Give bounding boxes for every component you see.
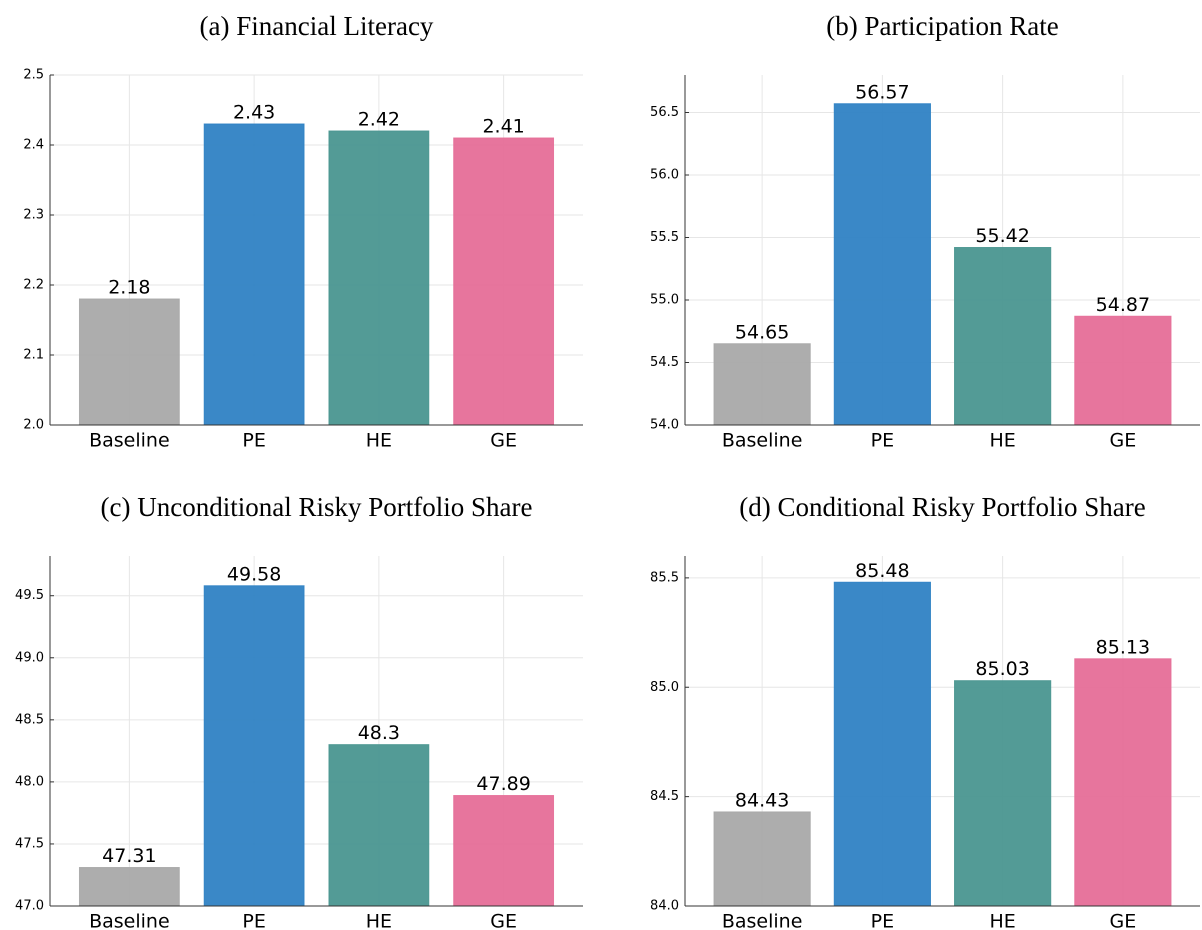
x-tick-label: GE [1110,430,1137,452]
x-tick-label: Baseline [89,430,170,452]
value-label: 2.41 [482,116,524,138]
bar [453,137,555,426]
y-tick-label: 54.0 [650,418,679,433]
x-tick-label: PE [242,911,265,930]
bar [833,103,931,426]
x-tick-label: Baseline [722,911,803,930]
y-tick-label: 55.0 [650,293,679,308]
bar [954,247,1052,426]
y-tick-label: 2.5 [23,68,44,83]
y-tick-label: 2.2 [23,278,44,293]
bar [713,343,811,426]
value-label: 85.48 [855,560,909,582]
x-tick-label: GE [490,430,517,452]
bar [203,123,305,426]
y-tick-label: 84.5 [650,789,679,804]
value-label: 2.43 [233,102,275,124]
x-tick-label: HE [989,911,1015,930]
x-tick-label: Baseline [722,430,803,452]
chart-title: (c) Unconditional Risky Portfolio Share [101,492,533,522]
x-tick-label: GE [490,911,517,930]
value-label: 55.42 [975,225,1029,247]
value-label: 84.43 [735,789,789,811]
y-tick-label: 2.1 [23,348,44,363]
bar [453,795,555,907]
bar [78,298,180,426]
value-label: 85.03 [975,658,1029,680]
bar [713,811,811,907]
chart-title: (d) Conditional Risky Portfolio Share [739,492,1145,522]
value-label: 47.31 [102,845,156,867]
bar [1074,315,1172,426]
y-tick-label: 2.3 [23,208,44,223]
y-tick-label: 85.0 [650,680,679,695]
y-tick-label: 48.0 [15,774,44,789]
y-tick-label: 55.5 [650,230,679,245]
y-tick-label: 2.4 [23,138,44,153]
value-label: 2.18 [108,277,150,299]
x-tick-label: PE [871,430,894,452]
y-tick-label: 85.5 [650,570,679,585]
bar [954,680,1052,907]
chart-title: (a) Financial Literacy [200,11,434,41]
value-label: 54.87 [1096,294,1150,316]
y-tick-label: 56.0 [650,168,679,183]
y-tick-label: 47.0 [15,899,44,914]
x-tick-label: HE [989,430,1015,452]
value-label: 2.42 [358,109,400,131]
value-label: 85.13 [1096,636,1150,658]
x-tick-label: PE [871,911,894,930]
bar [203,585,305,907]
chart-title: (b) Participation Rate [826,11,1058,41]
value-label: 56.57 [855,81,909,103]
y-tick-label: 54.5 [650,355,679,370]
bar [833,581,931,907]
x-tick-label: PE [242,430,265,452]
value-label: 48.3 [358,722,400,744]
value-label: 49.58 [227,563,281,585]
y-tick-label: 49.5 [15,588,44,603]
value-label: 47.89 [476,773,530,795]
x-tick-label: HE [366,911,392,930]
bar [328,744,430,907]
x-tick-label: HE [366,430,392,452]
x-tick-label: Baseline [89,911,170,930]
y-tick-label: 2.0 [23,418,44,433]
y-tick-label: 49.0 [15,650,44,665]
bar [328,130,430,426]
y-tick-label: 47.5 [15,836,44,851]
value-label: 54.65 [735,321,789,343]
bar [78,867,180,907]
y-tick-label: 84.0 [650,899,679,914]
y-tick-label: 48.5 [15,712,44,727]
bar [1074,658,1172,907]
y-tick-label: 56.5 [650,105,679,120]
x-tick-label: GE [1110,911,1137,930]
